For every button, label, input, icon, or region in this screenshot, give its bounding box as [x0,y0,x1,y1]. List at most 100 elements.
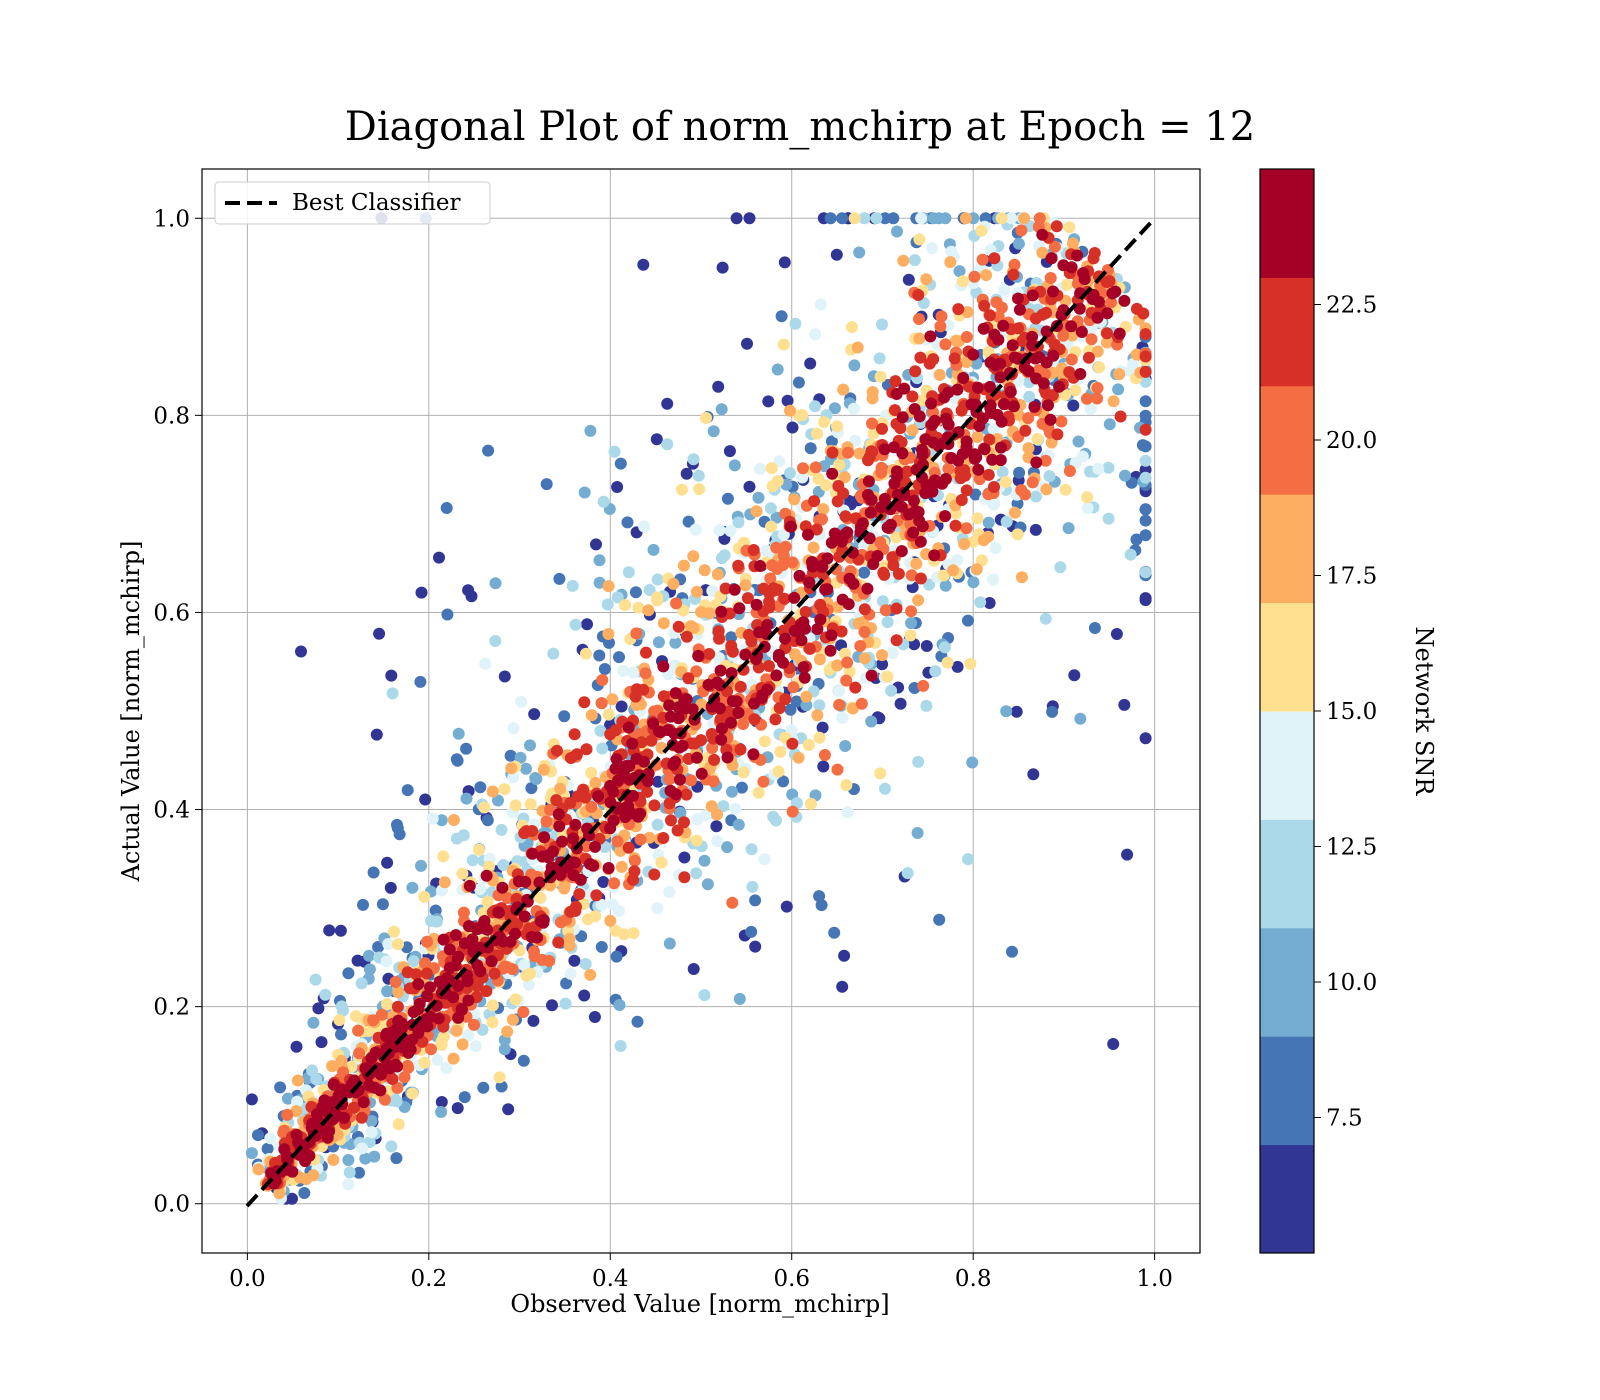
scatter-point [908,403,921,415]
scatter-point [638,520,651,533]
scatter-point [416,1035,429,1048]
scatter-point [711,835,724,848]
scatter-point [1028,400,1041,413]
scatter-point [780,900,793,913]
scatter-point [920,699,933,712]
scatter-point [628,854,641,867]
scatter-point [862,475,875,488]
scatter-point [682,672,695,685]
scatter-point [712,625,725,638]
scatter-point [342,1154,355,1166]
scatter-point [935,310,948,323]
scatter-point [912,755,925,768]
scatter-point [1040,387,1052,400]
scatter-point [781,394,794,407]
scatter-point [939,510,952,523]
scatter-point [1139,365,1152,378]
scatter-point [671,824,684,837]
scatter-point [910,557,923,570]
colorbar: 7.5 10.0 12.5 15.0 17.5 20.0 22.5 [1259,168,1377,1254]
scatter-point [537,763,550,776]
scatter-point [291,1074,304,1087]
scatter-point [920,478,933,491]
scatter-point [568,954,581,967]
scatter-point [762,395,775,408]
scatter-point [690,665,703,678]
scatter-point [593,554,606,567]
scatter-point [854,640,867,652]
scatter-point [947,564,960,577]
scatter-point [1077,267,1090,280]
scatter-point [645,734,658,747]
scatter-point [578,486,591,499]
x-tick-label: 0.4 [592,1266,629,1292]
scatter-point [1055,415,1068,428]
scatter-point [929,414,941,427]
scatter-point [1091,345,1104,358]
scatter-point [406,881,419,894]
scatter-point [655,856,668,869]
scatter-point [836,980,849,993]
scatter-point [440,972,453,985]
scatter-point [996,466,1009,478]
scatter-point [290,1105,303,1118]
scatter-point [813,699,826,712]
scatter-point [634,807,647,820]
scatter-point [615,860,628,873]
x-axis-label: Observed Value [norm_mchirp] [510,1290,889,1318]
scatter-point [948,352,961,365]
scatter-point [765,462,778,475]
scatter-point [447,814,460,826]
scatter-point [1113,368,1126,381]
scatter-point [881,521,894,534]
scatter-point [388,925,400,938]
colorbar-tick-label: 17.5 [1326,564,1377,590]
scatter-point [699,809,712,822]
scatter-point [732,706,745,719]
scatter-point [885,684,898,697]
scatter-point [905,605,918,618]
scatter-point [703,648,716,660]
scatter-point [786,421,799,434]
scatter-point [714,713,727,726]
scatter-point [728,459,741,472]
scatter-point [1006,339,1019,352]
scatter-point [527,945,540,958]
scatter-point [529,772,542,784]
scatter-point [595,697,608,710]
scatter-point [1063,465,1076,477]
scatter-point [1023,390,1036,403]
scatter-point [732,516,745,529]
scatter-point [569,618,582,631]
scatter-point [771,363,784,376]
scatter-point [1139,423,1152,436]
scatter-point [714,664,727,677]
scatter-point [588,1011,601,1023]
scatter-point [939,212,952,225]
scatter-point [1029,312,1042,325]
scatter-point [430,915,443,928]
scatter-point [771,475,784,487]
scatter-point [245,1147,258,1160]
scatter-point [953,265,966,278]
scatter-point [1008,258,1021,271]
scatter-point [960,331,973,343]
scatter-point [950,334,962,347]
scatter-point [505,762,518,775]
scatter-point [1019,488,1031,501]
scatter-point [682,515,695,528]
scatter-point [506,1013,519,1026]
scatter-point [1007,268,1020,281]
scatter-point [774,745,787,758]
scatter-point [1139,350,1152,363]
scatter-point [610,950,623,963]
scatter-point [632,601,645,614]
scatter-point [351,954,364,967]
scatter-point [672,620,685,633]
scatter-point [1012,292,1024,305]
scatter-point [273,1187,286,1200]
scatter-point [864,506,877,519]
scatter-point [719,582,732,595]
scatter-point [1046,705,1059,718]
